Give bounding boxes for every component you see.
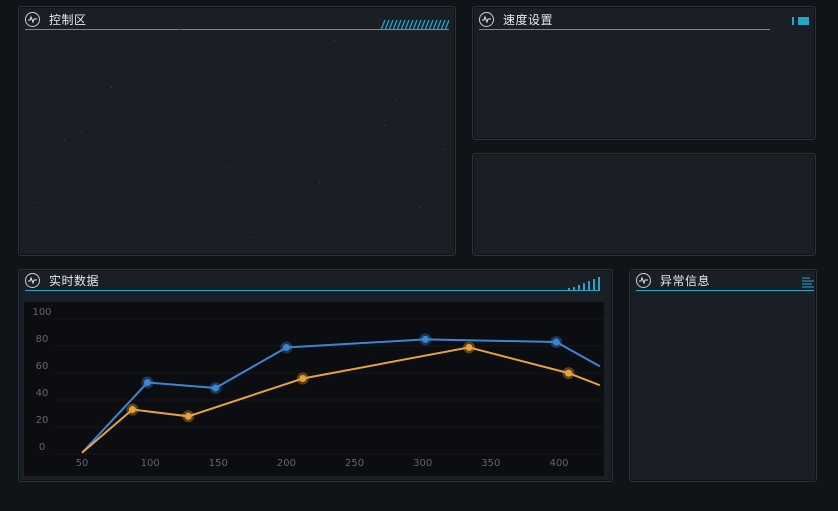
data-point [421,335,429,343]
y-tick-label: 100 [32,307,51,318]
realtime-data-panel: 实时数据 0 20 40 60 80 100 50 100 150 200 250 300 350 400 [18,269,613,482]
x-tick-label: 50 [76,458,89,469]
x-tick-label: 200 [277,458,296,469]
data-point [565,369,573,377]
control-panel: 控制区 [18,6,456,256]
x-tick-label: 150 [209,458,228,469]
control-panel-header: 控制区 [25,9,450,31]
data-point [128,406,136,414]
panel-title: 控制区 [49,12,87,27]
y-tick-label: 40 [36,388,49,399]
data-point [282,343,290,351]
x-tick-label: 250 [345,458,364,469]
pulse-icon [25,272,40,288]
y-tick-label: 80 [36,334,49,345]
empty-panel [472,153,816,256]
x-tick-label: 350 [481,458,500,469]
realtime-panel-header: 实时数据 [25,270,600,291]
x-tick-label: 100 [141,458,160,469]
panel-title: 速度设置 [503,12,554,27]
block-decoration [792,11,812,30]
x-tick-label: 400 [549,458,568,469]
data-point [552,338,560,346]
y-tick-label: 60 [36,361,49,372]
data-point [184,412,192,420]
y-tick-label: 20 [36,415,49,426]
signal-bars-decoration [568,276,600,295]
alert-panel: 异常信息 [629,269,817,482]
y-tick-label: 0 [39,442,45,453]
line-chart: 0 20 40 60 80 100 50 100 150 200 250 300 350 400 [24,302,604,476]
stripe-decoration [379,15,450,34]
data-point [465,343,473,351]
data-point [212,384,220,392]
data-point [299,375,307,382]
background-speckles [19,7,455,255]
data-point [143,379,151,387]
panel-title: 实时数据 [49,273,100,288]
line-chart-svg: 0 20 40 60 80 100 50 100 150 200 250 300 350 400 [24,302,604,476]
alert-panel-header: 异常信息 [636,270,814,291]
pulse-icon [636,272,651,288]
pulse-icon [479,11,494,27]
pulse-icon [25,11,40,27]
speed-panel-header: 速度设置 [479,9,770,30]
plot-background [24,302,604,476]
panel-title: 异常信息 [660,273,711,288]
x-tick-label: 300 [413,458,432,469]
speed-settings-panel: 速度设置 [472,6,816,140]
menu-lines-icon [802,274,814,293]
